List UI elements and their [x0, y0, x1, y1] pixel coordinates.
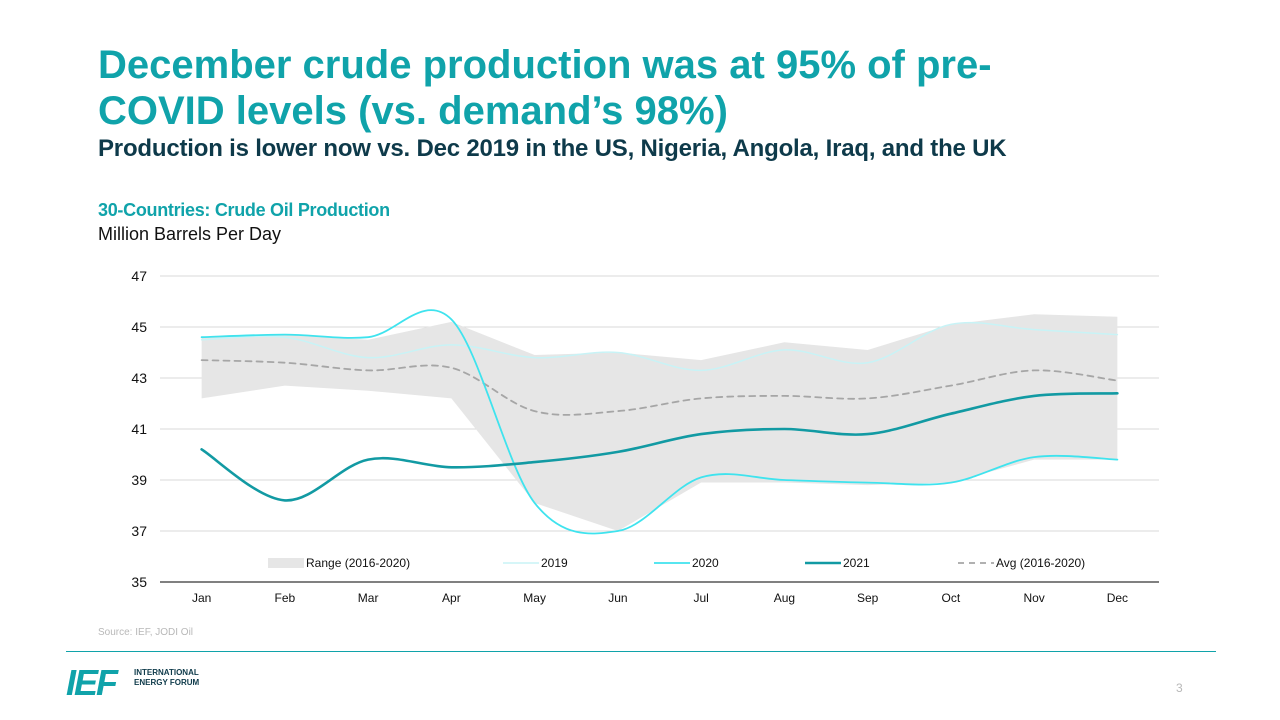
x-tick-label: Feb: [275, 591, 296, 605]
slide-title: December crude production was at 95% of …: [98, 43, 992, 133]
x-tick-label: Aug: [774, 591, 795, 605]
x-tick-label: Jul: [693, 591, 708, 605]
range-area-layer: [201, 314, 1118, 531]
x-tick-label: Dec: [1107, 591, 1128, 605]
legend-label-2021: 2021: [843, 556, 870, 570]
source-note: Source: IEF, JODI Oil: [98, 627, 194, 638]
x-tick-label: Oct: [942, 591, 961, 605]
y-tick-label: 41: [131, 421, 147, 437]
series-line-2019: [200, 321, 1119, 372]
footer-divider: [66, 651, 1216, 652]
y-tick-label: 43: [131, 370, 147, 386]
y-tick-label: 35: [131, 574, 147, 590]
x-tick-label: Apr: [442, 591, 461, 605]
slide-subtitle: Production is lower now vs. Dec 2019 in …: [98, 135, 1007, 162]
x-tick-label: Jan: [192, 591, 211, 605]
x-tick-label: May: [523, 591, 546, 605]
x-tick-label: Jun: [608, 591, 627, 605]
chart-title: 30-Countries: Crude Oil Production: [98, 200, 390, 220]
x-tick-label: Sep: [857, 591, 879, 605]
legend-swatch-range: [268, 558, 304, 568]
legend-label-avg: Avg (2016-2020): [996, 556, 1085, 570]
y-tick-label: 47: [131, 268, 147, 284]
series-line-avg-2016-2020: [200, 359, 1119, 416]
legend-label-2020: 2020: [692, 556, 719, 570]
y-tick-label: 37: [131, 523, 147, 539]
legend-label-range: Range (2016-2020): [306, 556, 410, 570]
y-tick-label: 39: [131, 472, 147, 488]
series-lines-layer: [200, 309, 1119, 535]
page-number: 3: [1176, 681, 1183, 695]
chart-unit-label: Million Barrels Per Day: [98, 224, 282, 244]
legend: Range (2016-2020) 2019 2020 2021 Avg (2016-2…: [268, 556, 1085, 570]
series-line-2020: [200, 309, 1119, 535]
legend-label-2019: 2019: [541, 556, 568, 570]
logo-mark: IEF: [66, 662, 118, 703]
range-area: [201, 314, 1118, 531]
logo-name: International Energy Forum: [134, 668, 200, 687]
series-line-2021: [200, 392, 1119, 502]
y-tick-label: 45: [131, 319, 147, 335]
axes: 47 45 43 41 39 37 35 Jan Feb Mar Apr May Jun Jul Aug Se…: [131, 268, 1159, 605]
chart: 47 45 43 41 39 37 35 Jan Feb Mar Apr May Jun Jul Aug Se…: [131, 268, 1159, 605]
x-tick-label: Mar: [358, 591, 379, 605]
x-tick-label: Nov: [1023, 591, 1044, 605]
